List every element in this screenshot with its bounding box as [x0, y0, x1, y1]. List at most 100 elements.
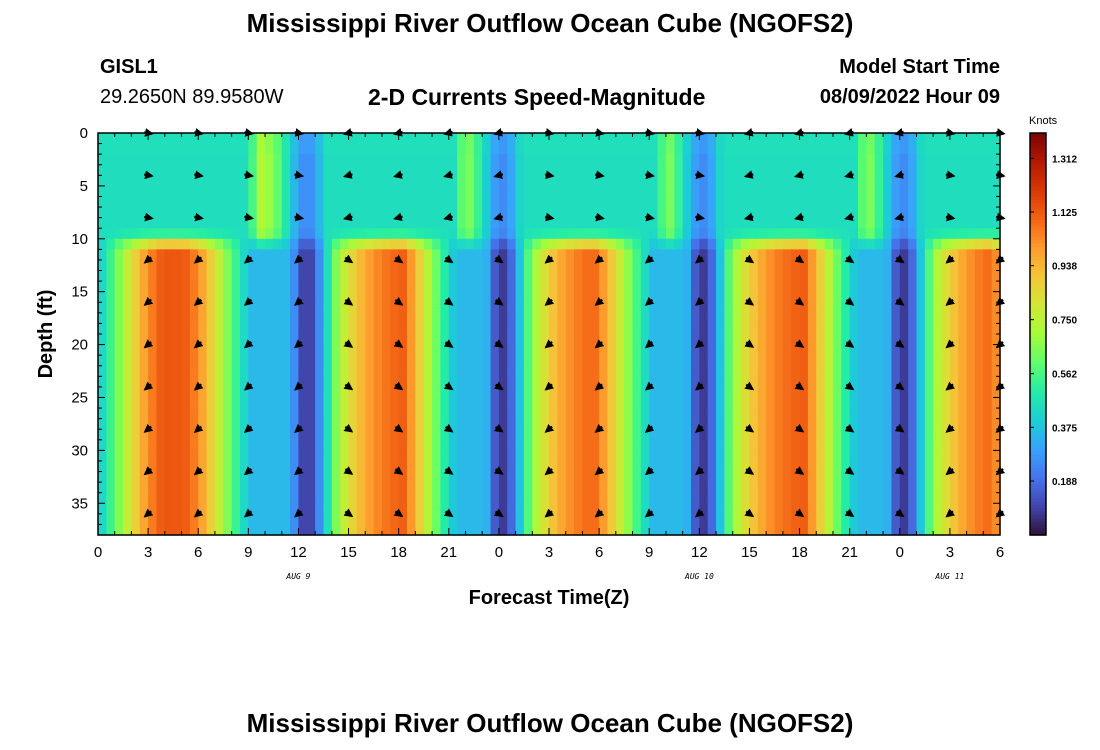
heatmap-cell — [131, 513, 141, 526]
heatmap-cell — [599, 429, 609, 441]
heatmap-cell — [657, 513, 667, 526]
heatmap-cell — [98, 365, 107, 377]
heatmap-cell — [164, 503, 174, 515]
colorbar-segment — [1030, 193, 1046, 198]
heatmap-cell — [724, 397, 734, 409]
heatmap-cell — [849, 439, 859, 451]
heatmap-cell — [465, 492, 475, 504]
heatmap-cell — [732, 291, 742, 303]
heatmap-cell — [707, 270, 717, 282]
heatmap-cell — [615, 133, 625, 145]
heatmap-cell — [958, 513, 968, 526]
heatmap-cell — [615, 397, 625, 409]
heatmap-cell — [440, 524, 450, 536]
heatmap-cell — [732, 482, 742, 494]
heatmap-cell — [515, 418, 525, 430]
heatmap-cell — [724, 312, 734, 325]
colorbar-segment — [1030, 454, 1046, 459]
heatmap-cell — [716, 281, 725, 293]
heatmap-cell — [457, 259, 467, 272]
heatmap-cell — [958, 185, 968, 198]
heatmap-cell — [883, 217, 893, 229]
heatmap-cell — [465, 228, 475, 240]
heatmap-cell — [231, 460, 241, 473]
heatmap-cell — [665, 450, 675, 462]
heatmap-cell — [624, 270, 634, 282]
heatmap-cell — [941, 175, 951, 187]
heatmap-cell — [473, 228, 483, 240]
heatmap-cell — [290, 291, 300, 303]
heatmap-cell — [674, 164, 684, 176]
heatmap-cell — [139, 291, 149, 303]
heatmap-cell — [707, 185, 717, 198]
heatmap-cell — [665, 408, 675, 420]
heatmap-cell — [482, 397, 492, 409]
heatmap-cell — [949, 196, 959, 208]
heatmap-cell — [323, 503, 333, 515]
heatmap-cell — [549, 355, 558, 367]
heatmap-cell — [582, 133, 592, 145]
heatmap-cell — [331, 238, 341, 250]
heatmap-cell — [649, 429, 659, 441]
heatmap-cell — [189, 217, 199, 229]
heatmap-cell — [741, 397, 751, 409]
heatmap-cell — [582, 418, 592, 430]
heatmap-cell — [549, 217, 558, 229]
heatmap-cell — [766, 429, 776, 441]
heatmap-cell — [390, 175, 400, 187]
heatmap-cell — [682, 154, 692, 166]
heatmap-cell — [924, 228, 934, 240]
heatmap-cell — [866, 503, 876, 515]
heatmap-cell — [958, 408, 968, 420]
heatmap-cell — [139, 143, 149, 155]
heatmap-cell — [523, 397, 533, 409]
heatmap-cell — [523, 492, 533, 504]
heatmap-cell — [189, 228, 199, 240]
heatmap-cell — [448, 143, 458, 155]
heatmap-cell — [214, 471, 224, 483]
heatmap-cell — [841, 355, 851, 367]
heatmap-cell — [891, 238, 901, 250]
heatmap-cell — [549, 323, 558, 335]
heatmap-cell — [415, 302, 425, 314]
heatmap-cell — [782, 302, 792, 314]
heatmap-cell — [398, 460, 408, 473]
heatmap-cell — [98, 397, 107, 409]
heatmap-cell — [189, 492, 199, 504]
heatmap-cell — [958, 418, 968, 430]
heatmap-cell — [156, 154, 166, 166]
heatmap-cell — [507, 164, 517, 176]
heatmap-cell — [348, 460, 358, 473]
heatmap-cell — [98, 513, 107, 526]
heatmap-cell — [482, 439, 492, 451]
heatmap-cell — [916, 482, 926, 494]
heatmap-cell — [582, 323, 592, 335]
heatmap-cell — [407, 143, 416, 155]
heatmap-cell — [949, 482, 959, 494]
heatmap-cell — [123, 196, 133, 208]
heatmap-cell — [440, 471, 450, 483]
heatmap-cell — [490, 323, 500, 335]
heatmap-cell — [891, 450, 901, 462]
heatmap-cell — [490, 133, 500, 145]
heatmap-cell — [448, 312, 458, 325]
colorbar-segment — [1030, 390, 1046, 395]
heatmap-cell — [407, 238, 416, 250]
heatmap-cell — [515, 175, 525, 187]
heatmap-cell — [682, 217, 692, 229]
heatmap-cell — [323, 270, 333, 282]
date-label: AUG 10 — [684, 572, 714, 581]
heatmap-cell — [256, 492, 266, 504]
heatmap-cell — [974, 154, 984, 166]
heatmap-cell — [799, 175, 809, 187]
heatmap-cell — [432, 133, 442, 145]
heatmap-cell — [799, 439, 809, 451]
heatmap-cell — [858, 429, 867, 441]
heatmap-cell — [866, 207, 876, 219]
heatmap-cell — [181, 154, 191, 166]
colorbar-segment — [1030, 511, 1046, 516]
heatmap-cell — [214, 207, 224, 219]
heatmap-cell — [273, 185, 283, 198]
heatmap-cell — [156, 418, 166, 430]
